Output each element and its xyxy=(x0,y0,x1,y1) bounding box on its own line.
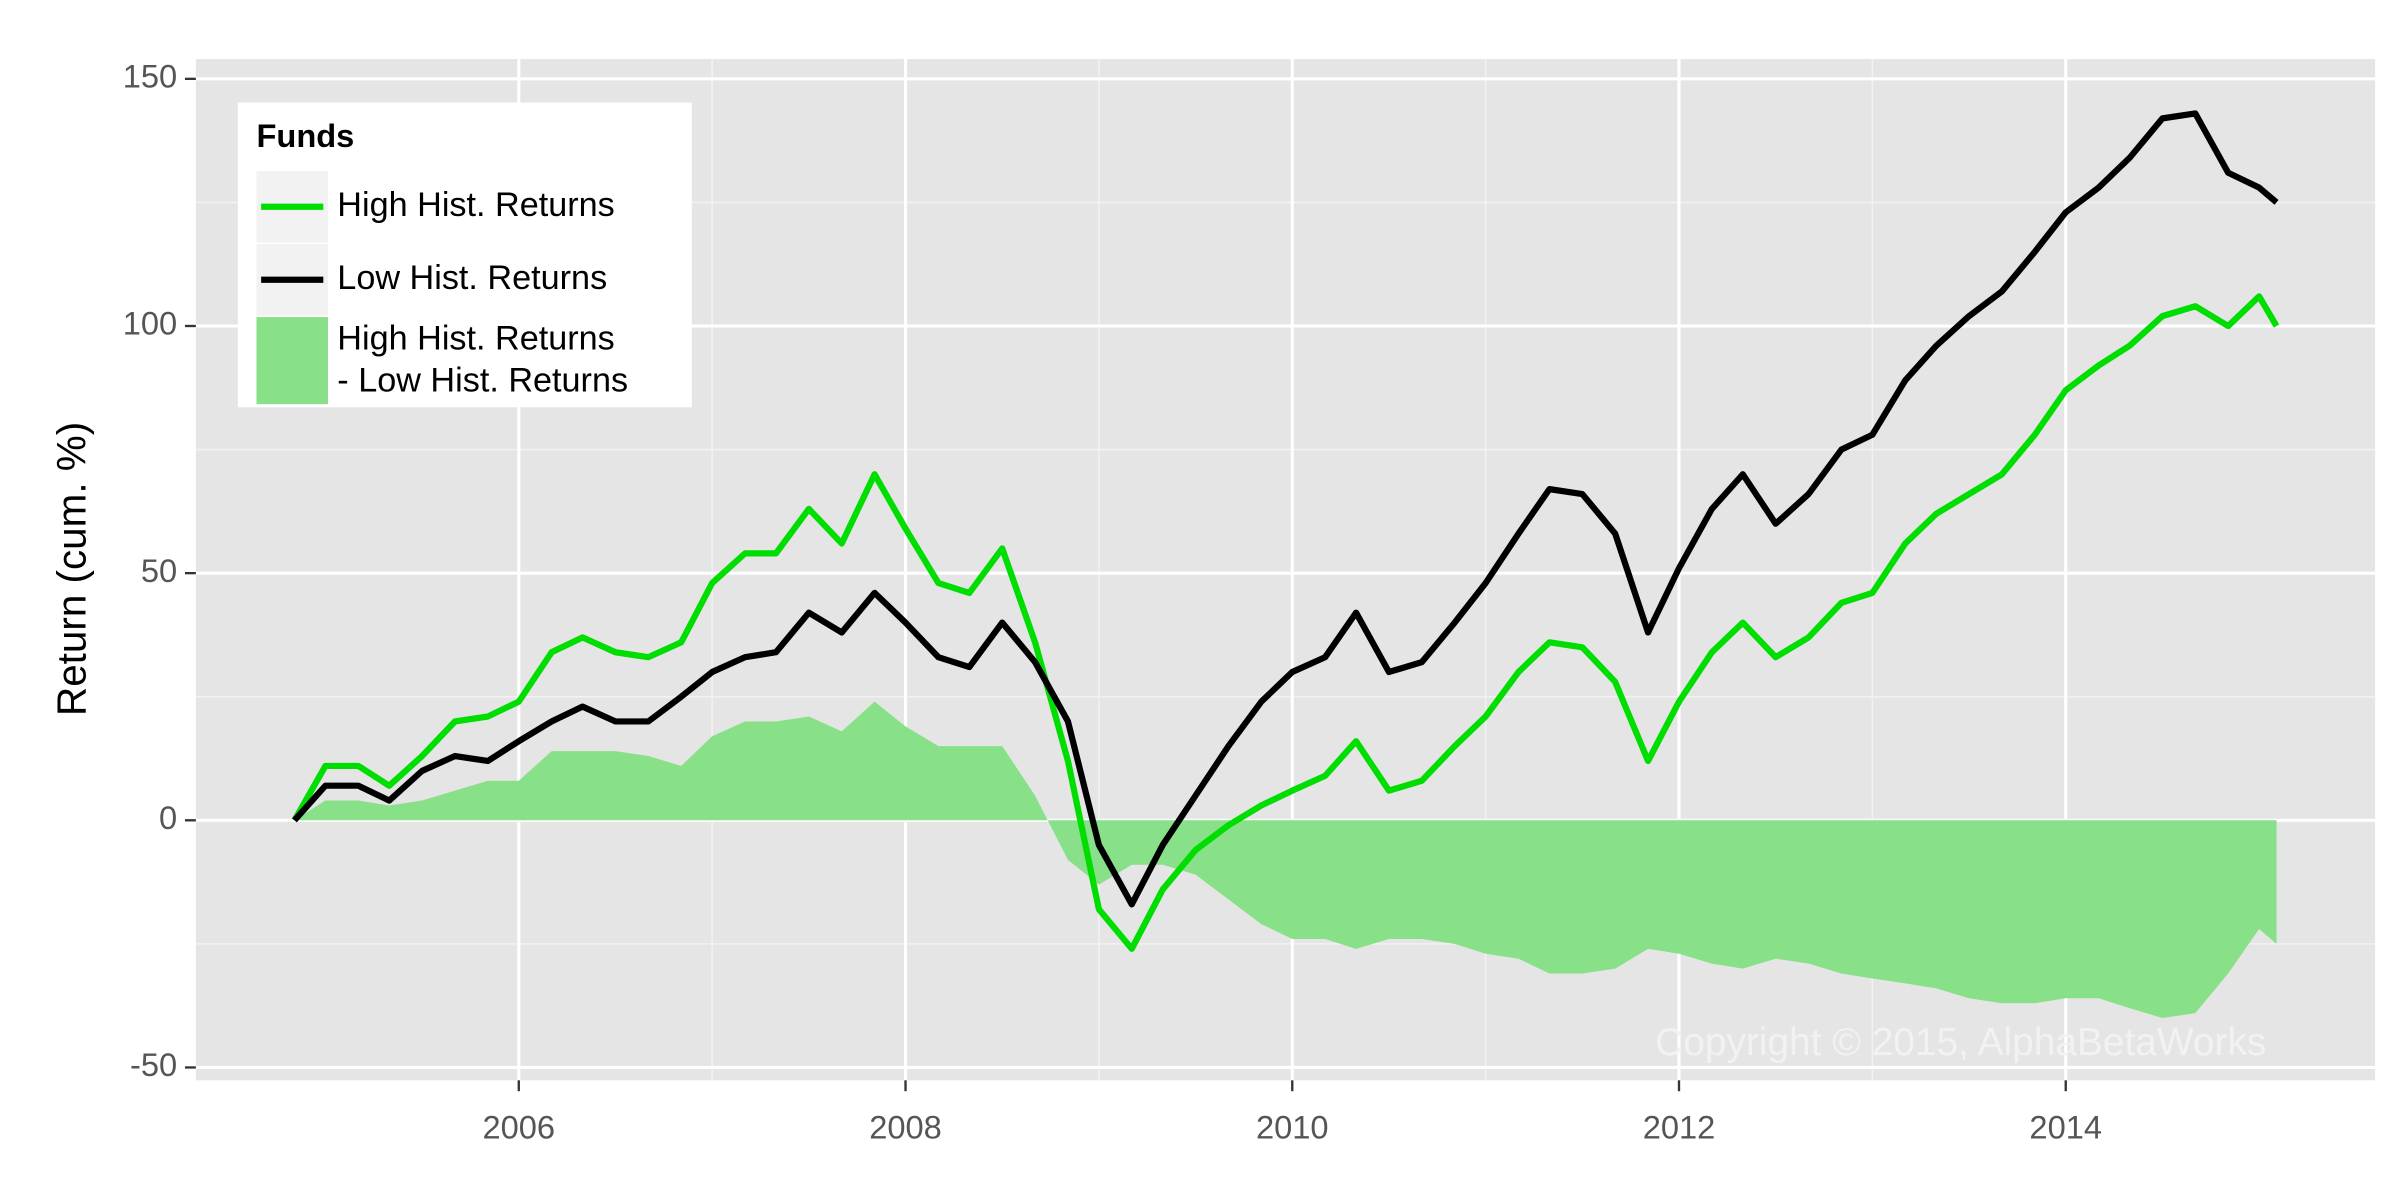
legend-label: High Hist. Returns xyxy=(337,184,615,224)
legend-label-box: High Hist. Returns - Low Hist. Returns xyxy=(337,318,629,400)
x-tick-label: 2012 xyxy=(1643,1109,1716,1146)
legend-label-box: High Hist. Returns xyxy=(337,184,615,224)
y-tick-label: 100 xyxy=(123,305,177,342)
difference-area xyxy=(294,701,2277,1019)
legend-label: Low Hist. Returns xyxy=(337,258,608,297)
legend-label: High Hist. Returns - Low Hist. Returns xyxy=(337,318,629,400)
plot xyxy=(291,110,2280,1019)
x-tick-label: 2006 xyxy=(482,1109,555,1146)
y-tick-label: 0 xyxy=(159,799,177,836)
legend-key xyxy=(256,317,328,405)
series-line xyxy=(292,110,2279,908)
y-tick-label: -50 xyxy=(130,1046,177,1083)
y-axis-label: Return (cum. %) xyxy=(48,422,94,716)
x-tick-label: 2010 xyxy=(1256,1109,1329,1146)
x-tick-label: 2008 xyxy=(869,1109,942,1146)
copyright: Copyright © 2015, AlphaBetaWorks xyxy=(1655,1021,2266,1064)
series-line xyxy=(291,293,2280,952)
legend: Funds High Hist. Returns Low Hist. Returns… xyxy=(237,102,692,408)
x-tick-label: 2014 xyxy=(2029,1109,2102,1146)
legend-title: Funds xyxy=(256,117,354,154)
y-tick-label: 150 xyxy=(123,57,177,94)
y-tick-label: 50 xyxy=(141,552,177,589)
legend-label-box: Low Hist. Returns xyxy=(337,258,608,297)
